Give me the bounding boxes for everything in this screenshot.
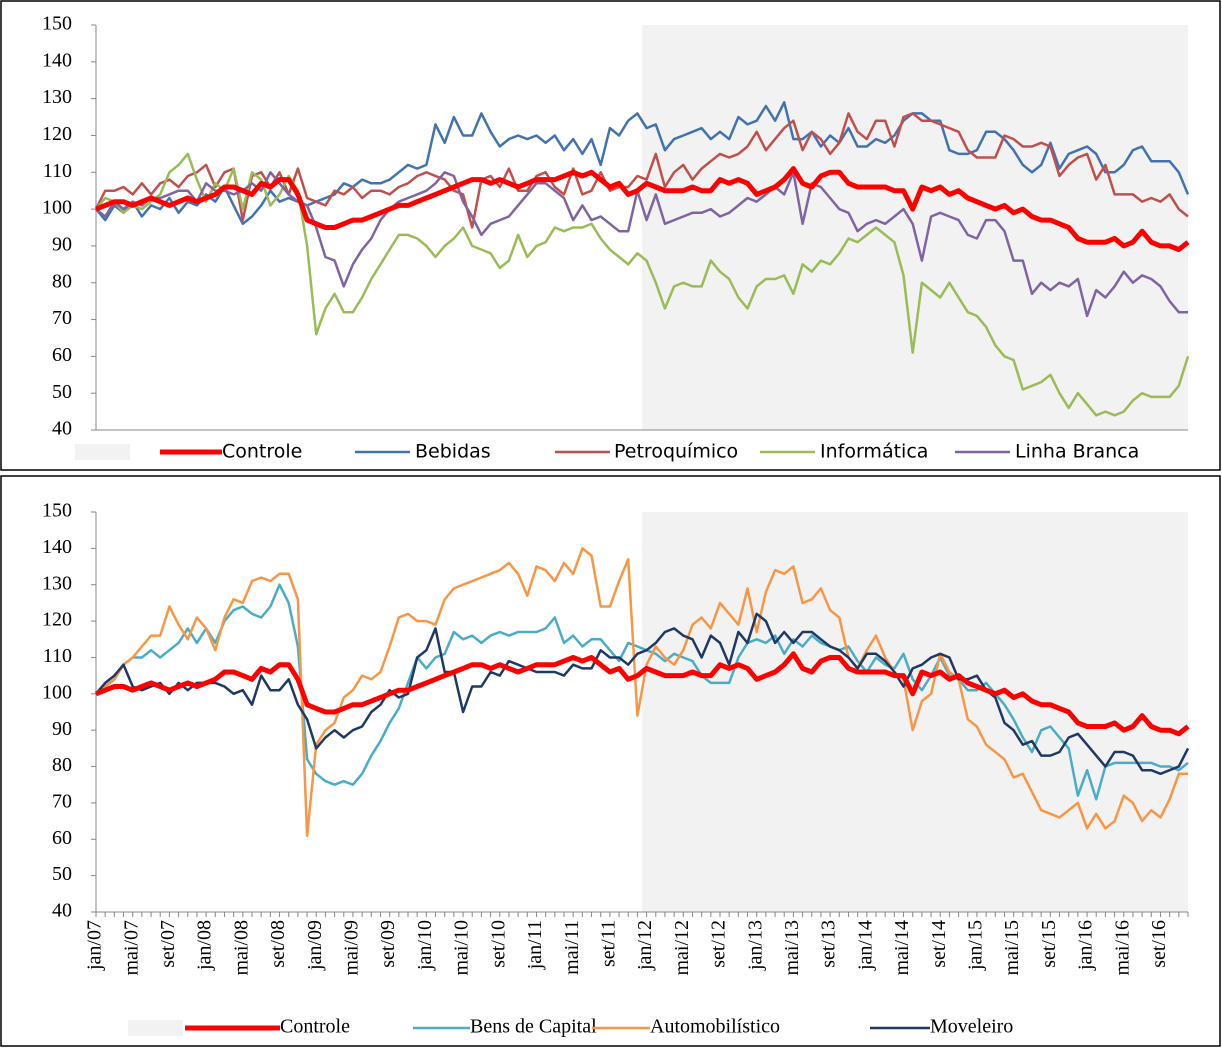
legend-label: Moveleiro [930, 1016, 1013, 1038]
x-tick-label: mai/12 [671, 920, 693, 976]
x-tick-label: jan/15 [965, 920, 987, 971]
x-tick-label: mai/10 [451, 920, 473, 976]
panel-frame [0, 0, 1221, 471]
y-tick-label: 70 [52, 307, 72, 329]
legend-swatch [75, 444, 130, 460]
x-tick-label: mai/09 [341, 920, 363, 976]
y-tick-label: 50 [52, 381, 72, 403]
x-tick-label: set/07 [157, 920, 179, 968]
legend-label: Linha Branca [1015, 441, 1139, 463]
x-tick-label: mai/16 [1111, 920, 1133, 976]
y-tick-label: 70 [52, 791, 72, 813]
series-line [95, 547, 1188, 837]
series-line [95, 101, 1190, 226]
legend-label: Informática [820, 441, 928, 463]
y-tick-label: 40 [52, 418, 72, 440]
x-tick-label: set/16 [1148, 920, 1170, 968]
series-line [95, 651, 1190, 737]
y-tick-label: 150 [42, 500, 72, 522]
x-tick-label: mai/08 [230, 920, 252, 976]
y-tick-label: 100 [42, 681, 72, 703]
x-tick-label: set/14 [928, 920, 950, 968]
x-tick-label: jan/10 [414, 920, 436, 971]
y-tick-label: 120 [42, 609, 72, 631]
x-tick-label: mai/15 [1001, 920, 1023, 976]
x-tick-label: set/11 [597, 920, 619, 967]
x-tick-label: set/10 [487, 920, 509, 968]
legend-label: Controle [222, 441, 302, 463]
legend-label: Bebidas [415, 441, 491, 463]
panel-frame [0, 475, 1221, 1047]
x-tick-label: set/09 [377, 920, 399, 968]
x-tick-label: jan/09 [304, 920, 326, 971]
y-tick-label: 120 [42, 123, 72, 145]
x-tick-label: mai/14 [891, 920, 913, 976]
y-tick-label: 50 [52, 863, 72, 885]
x-tick-label: set/15 [1038, 920, 1060, 968]
shaded-period [642, 512, 1188, 912]
y-tick-label: 80 [52, 270, 72, 292]
x-tick-label: set/13 [818, 920, 840, 968]
x-tick-label: jan/12 [634, 920, 656, 971]
x-tick-label: jan/14 [854, 920, 876, 971]
shaded-period [642, 25, 1188, 430]
y-tick-label: 140 [42, 536, 72, 558]
legend-label: Automobilístico [650, 1016, 780, 1038]
y-tick-label: 60 [52, 827, 72, 849]
x-tick-label: jan/07 [84, 920, 106, 971]
series-line [95, 166, 1190, 253]
series-line [95, 152, 1190, 417]
y-tick-label: 40 [52, 900, 72, 922]
y-tick-label: 80 [52, 754, 72, 776]
x-tick-label: jan/13 [744, 920, 766, 971]
y-tick-label: 150 [42, 13, 72, 35]
y-tick-label: 100 [42, 197, 72, 219]
legend-label: Controle [280, 1016, 350, 1038]
legend-swatch [128, 1020, 183, 1036]
x-tick-label: mai/11 [561, 920, 583, 975]
legend-label: Petroquímico [614, 441, 738, 463]
y-tick-label: 90 [52, 234, 72, 256]
series-line [95, 583, 1189, 801]
x-tick-label: set/12 [708, 920, 730, 968]
y-tick-label: 90 [52, 718, 72, 740]
y-tick-label: 140 [42, 49, 72, 71]
series-line [94, 112, 1189, 229]
y-tick-label: 110 [43, 645, 72, 667]
x-tick-label: jan/16 [1075, 920, 1097, 971]
series-line [95, 612, 1190, 776]
y-tick-label: 110 [43, 160, 72, 182]
x-tick-label: mai/13 [781, 920, 803, 976]
y-tick-label: 130 [42, 572, 72, 594]
x-tick-label: jan/11 [524, 920, 546, 970]
x-tick-label: set/08 [267, 920, 289, 968]
x-tick-label: mai/07 [120, 920, 142, 976]
legend-label: Bens de Capital [470, 1016, 597, 1038]
y-tick-label: 60 [52, 344, 72, 366]
y-tick-label: 130 [42, 86, 72, 108]
x-tick-label: jan/08 [194, 920, 216, 971]
